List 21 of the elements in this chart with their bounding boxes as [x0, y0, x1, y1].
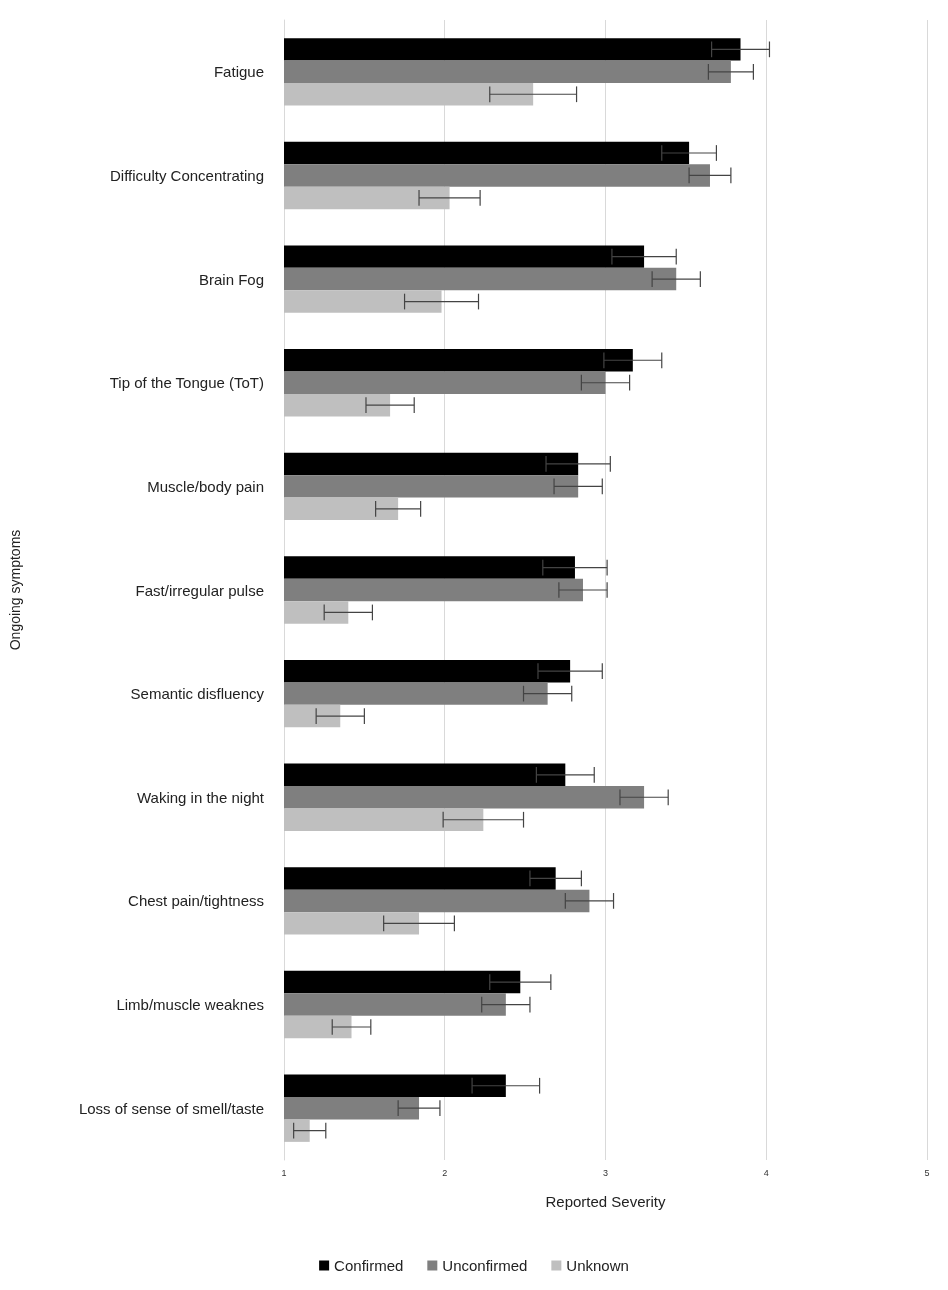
y-tick-label: Semantic disfluency: [130, 685, 265, 703]
y-tick-label: Fast/irregular pulse: [135, 581, 264, 599]
y-tick-label: Waking in the night: [136, 788, 265, 806]
legend-label: Unconfirmed: [442, 1257, 528, 1274]
y-tick-label: Muscle/body pain: [147, 477, 264, 495]
legend-label: Confirmed: [334, 1257, 404, 1274]
x-tick-label: 2: [442, 1167, 448, 1178]
y-tick-label: Difficulty Concentrating: [110, 166, 264, 184]
x-tick-label: 3: [602, 1167, 609, 1178]
y-tick-label: Limb/muscle weaknes: [116, 996, 264, 1014]
x-tick-label: 1: [281, 1167, 287, 1178]
x-tick-label: 4: [763, 1167, 769, 1178]
y-tick-label: Fatigue: [213, 63, 264, 81]
y-tick-label: Chest pain/tightness: [128, 892, 264, 910]
y-axis-title: Ongoing symptoms: [7, 529, 23, 651]
y-tick-label: Brain Fog: [198, 270, 264, 288]
legend-label: Unknown: [566, 1257, 629, 1274]
x-axis-title: Reported Severity: [545, 1193, 667, 1210]
y-tick-label: Tip of the Tongue (ToT): [109, 374, 264, 392]
x-tick-label: 5: [924, 1167, 930, 1178]
y-tick-label: Loss of sense of smell/taste: [78, 1099, 264, 1117]
